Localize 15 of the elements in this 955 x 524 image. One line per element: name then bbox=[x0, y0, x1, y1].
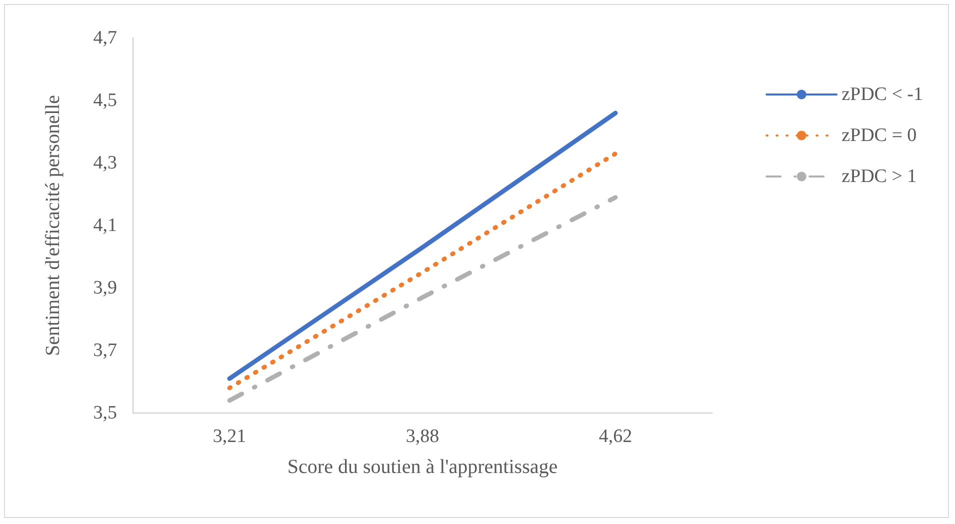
y-tick-label: 4,1 bbox=[93, 215, 117, 236]
y-tick-label: 3,7 bbox=[93, 340, 117, 361]
y-tick-label: 4,7 bbox=[93, 28, 117, 48]
legend-label: zPDC < -1 bbox=[842, 84, 923, 105]
legend-label: zPDC > 1 bbox=[842, 166, 917, 187]
y-axis-title: Sentiment d'efficacité personelle bbox=[42, 94, 64, 356]
x-axis-title: Score du soutien à l'apprentissage bbox=[287, 456, 558, 478]
legend-label: zPDC = 0 bbox=[842, 125, 917, 146]
x-tick-label: 4,62 bbox=[598, 426, 632, 447]
x-tick-label: 3,21 bbox=[212, 426, 246, 447]
y-tick-label: 4,3 bbox=[93, 152, 117, 174]
y-tick-label: 4,5 bbox=[93, 90, 117, 111]
y-tick-label: 3,9 bbox=[93, 278, 117, 298]
x-tick-label: 3,88 bbox=[406, 426, 440, 447]
y-tick-label: 3,5 bbox=[93, 402, 117, 424]
